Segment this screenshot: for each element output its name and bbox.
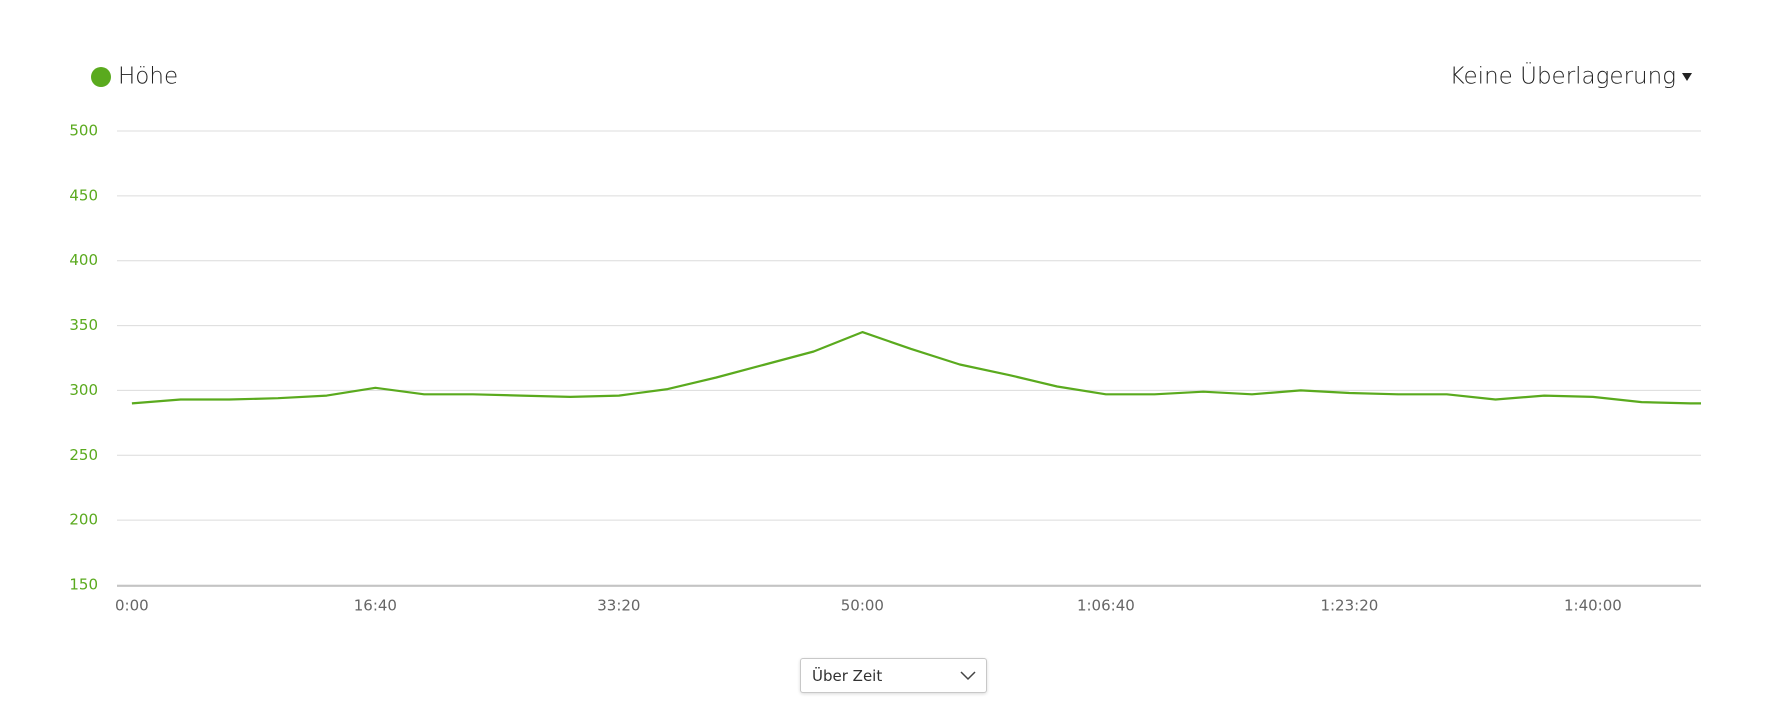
y-tick-label: 150 [69,576,98,594]
y-tick-label: 300 [69,381,98,399]
x-mode-select[interactable]: Über Zeit [800,658,987,693]
y-tick-label: 250 [69,446,98,464]
x-tick-label: 50:00 [841,597,884,615]
chart: Höhe Keine Überlagerung 150 200 250 300 350 4… [69,62,1701,615]
legend-label: Höhe [118,64,178,90]
x-tick-label: 16:40 [354,597,397,615]
legend-swatch [91,67,111,87]
dropdown-arrow[interactable] [1682,73,1692,81]
y-tick-label: 200 [69,511,98,529]
y-tick-label: 400 [69,251,98,269]
y-tick-label: 350 [69,316,98,334]
x-mode-label[interactable]: Über Zeit [812,667,883,685]
overlay-label[interactable]: Keine Überlagerung [1450,62,1676,90]
x-tick-label: 1:06:40 [1077,597,1135,615]
line [131,331,1701,405]
x-tick-label: 0:00 [115,597,149,615]
x-tick-label: 33:20 [597,597,640,615]
y-tick-label: 500 [69,122,98,140]
overlay-select[interactable]: Keine Überlagerung [1450,62,1692,90]
y-tick-label: 450 [69,186,98,204]
legend: Höhe [91,64,178,90]
x-tick-label: 1:40:00 [1564,597,1622,615]
x-tick-label: 1:23:20 [1320,597,1378,615]
chevron [960,671,976,681]
